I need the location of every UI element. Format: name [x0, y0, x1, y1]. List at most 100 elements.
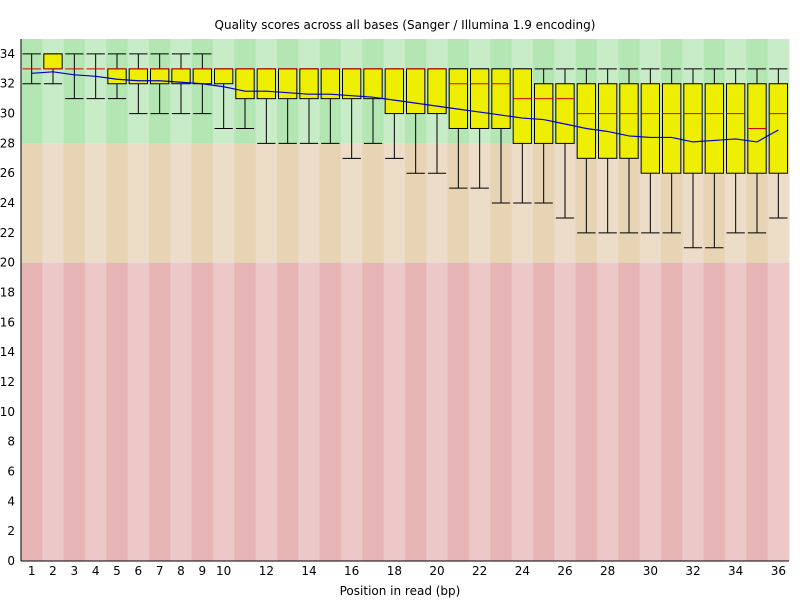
x-tick-label: 16	[344, 564, 359, 578]
quality-box	[363, 68, 383, 100]
zone-stripe	[85, 143, 107, 263]
zone-stripe	[426, 262, 449, 561]
x-tick-labels: 1 2 3 4 5 6 7 8 9 10 12 14 16 18 20 22 24 26 28 30 32 34 36	[28, 564, 786, 578]
zone-stripe	[149, 262, 171, 561]
quality-box	[768, 83, 789, 174]
quality-box	[405, 68, 426, 115]
y-tick-label: 10	[0, 405, 15, 419]
zone-stripe	[213, 143, 235, 263]
y-tick-label: 0	[7, 554, 15, 568]
quality-box	[512, 68, 533, 144]
zone-stripe	[191, 262, 214, 561]
x-tick-label: 30	[643, 564, 658, 578]
y-tick-label: 4	[7, 494, 15, 508]
zone-stripe	[234, 143, 257, 263]
zone-stripe	[21, 262, 43, 561]
medians	[22, 68, 788, 129]
quality-box	[661, 83, 682, 174]
x-tick-label: 1	[28, 564, 36, 578]
quality-box	[277, 68, 298, 100]
zone-stripe	[21, 143, 43, 263]
zone-stripe	[21, 39, 43, 144]
zone-stripe	[682, 262, 705, 561]
quality-box	[533, 83, 554, 144]
quality-box	[704, 83, 725, 174]
x-axis-label: Position in read (bp)	[340, 584, 461, 598]
zone-stripe	[575, 262, 598, 561]
x-tick-label: 24	[515, 564, 530, 578]
zone-stripe	[63, 143, 86, 263]
quality-box	[341, 68, 362, 100]
zone-stripe	[767, 262, 790, 561]
zone-stripe	[447, 143, 470, 263]
zone-stripe	[170, 262, 193, 561]
x-tick-label: 7	[156, 564, 164, 578]
quality-box	[469, 68, 490, 129]
zone-stripe	[127, 262, 150, 561]
quality-box	[256, 68, 277, 100]
quality-box	[235, 68, 255, 100]
x-tick-label: 2	[49, 564, 57, 578]
zone-stripe	[277, 143, 299, 263]
zone-stripe	[725, 262, 747, 561]
y-tick-label: 30	[0, 107, 15, 121]
quality-box	[448, 68, 469, 129]
y-tick-label: 12	[0, 375, 15, 389]
zone-stripe	[42, 262, 65, 561]
x-tick-label: 22	[472, 564, 487, 578]
y-tick-label: 2	[7, 524, 15, 538]
zone-stripe	[362, 262, 385, 561]
quality-box	[576, 83, 597, 159]
quality-box	[683, 83, 703, 174]
zone-stripe	[170, 143, 193, 263]
zone-stripe	[383, 143, 406, 263]
zone-stripe	[511, 262, 534, 561]
quality-box	[128, 68, 149, 85]
mean-quality-line	[31, 71, 779, 143]
quality-box	[43, 53, 63, 70]
zone-stripe	[533, 262, 555, 561]
zone-stripe	[255, 143, 278, 263]
zone-stripe	[746, 262, 769, 561]
x-tick-label: 5	[113, 564, 121, 578]
quality-box	[213, 68, 234, 85]
zone-stripe	[341, 143, 363, 263]
quality-box	[491, 68, 511, 129]
zone-stripe	[106, 262, 129, 561]
zone-stripe	[319, 262, 342, 561]
y-tick-label: 16	[0, 315, 15, 329]
quality-box	[640, 83, 661, 174]
zone-stripe	[213, 262, 235, 561]
whiskers	[22, 53, 788, 249]
x-tick-label: 28	[600, 564, 615, 578]
zone-stripe	[42, 143, 65, 263]
y-tick-label: 32	[0, 77, 15, 91]
zone-stripe	[490, 262, 513, 561]
quality-box	[384, 68, 405, 115]
zone-stripe	[106, 143, 129, 263]
x-tick-label: 10	[216, 564, 231, 578]
zone-stripe	[63, 262, 86, 561]
zone-stripe	[661, 262, 683, 561]
x-tick-label: 20	[429, 564, 444, 578]
zone-stripe	[639, 262, 662, 561]
zone-stripe	[405, 262, 427, 561]
y-tick-label: 6	[7, 465, 15, 479]
x-tick-label: 6	[135, 564, 143, 578]
zone-stripe	[597, 262, 619, 561]
zone-stripe	[469, 143, 491, 263]
y-tick-label: 28	[0, 136, 15, 150]
x-tick-label: 9	[199, 564, 207, 578]
y-tick-label: 18	[0, 286, 15, 300]
zone-stripe	[298, 143, 321, 263]
quality-box	[192, 68, 213, 85]
zone-stripe	[362, 143, 385, 263]
y-tick-label: 14	[0, 345, 15, 359]
zone-stripe	[127, 143, 150, 263]
y-tick-label: 34	[0, 47, 15, 61]
y-tick-label: 20	[0, 256, 15, 270]
x-tick-label: 14	[301, 564, 316, 578]
x-tick-label: 18	[387, 564, 402, 578]
x-tick-label: 34	[728, 564, 743, 578]
